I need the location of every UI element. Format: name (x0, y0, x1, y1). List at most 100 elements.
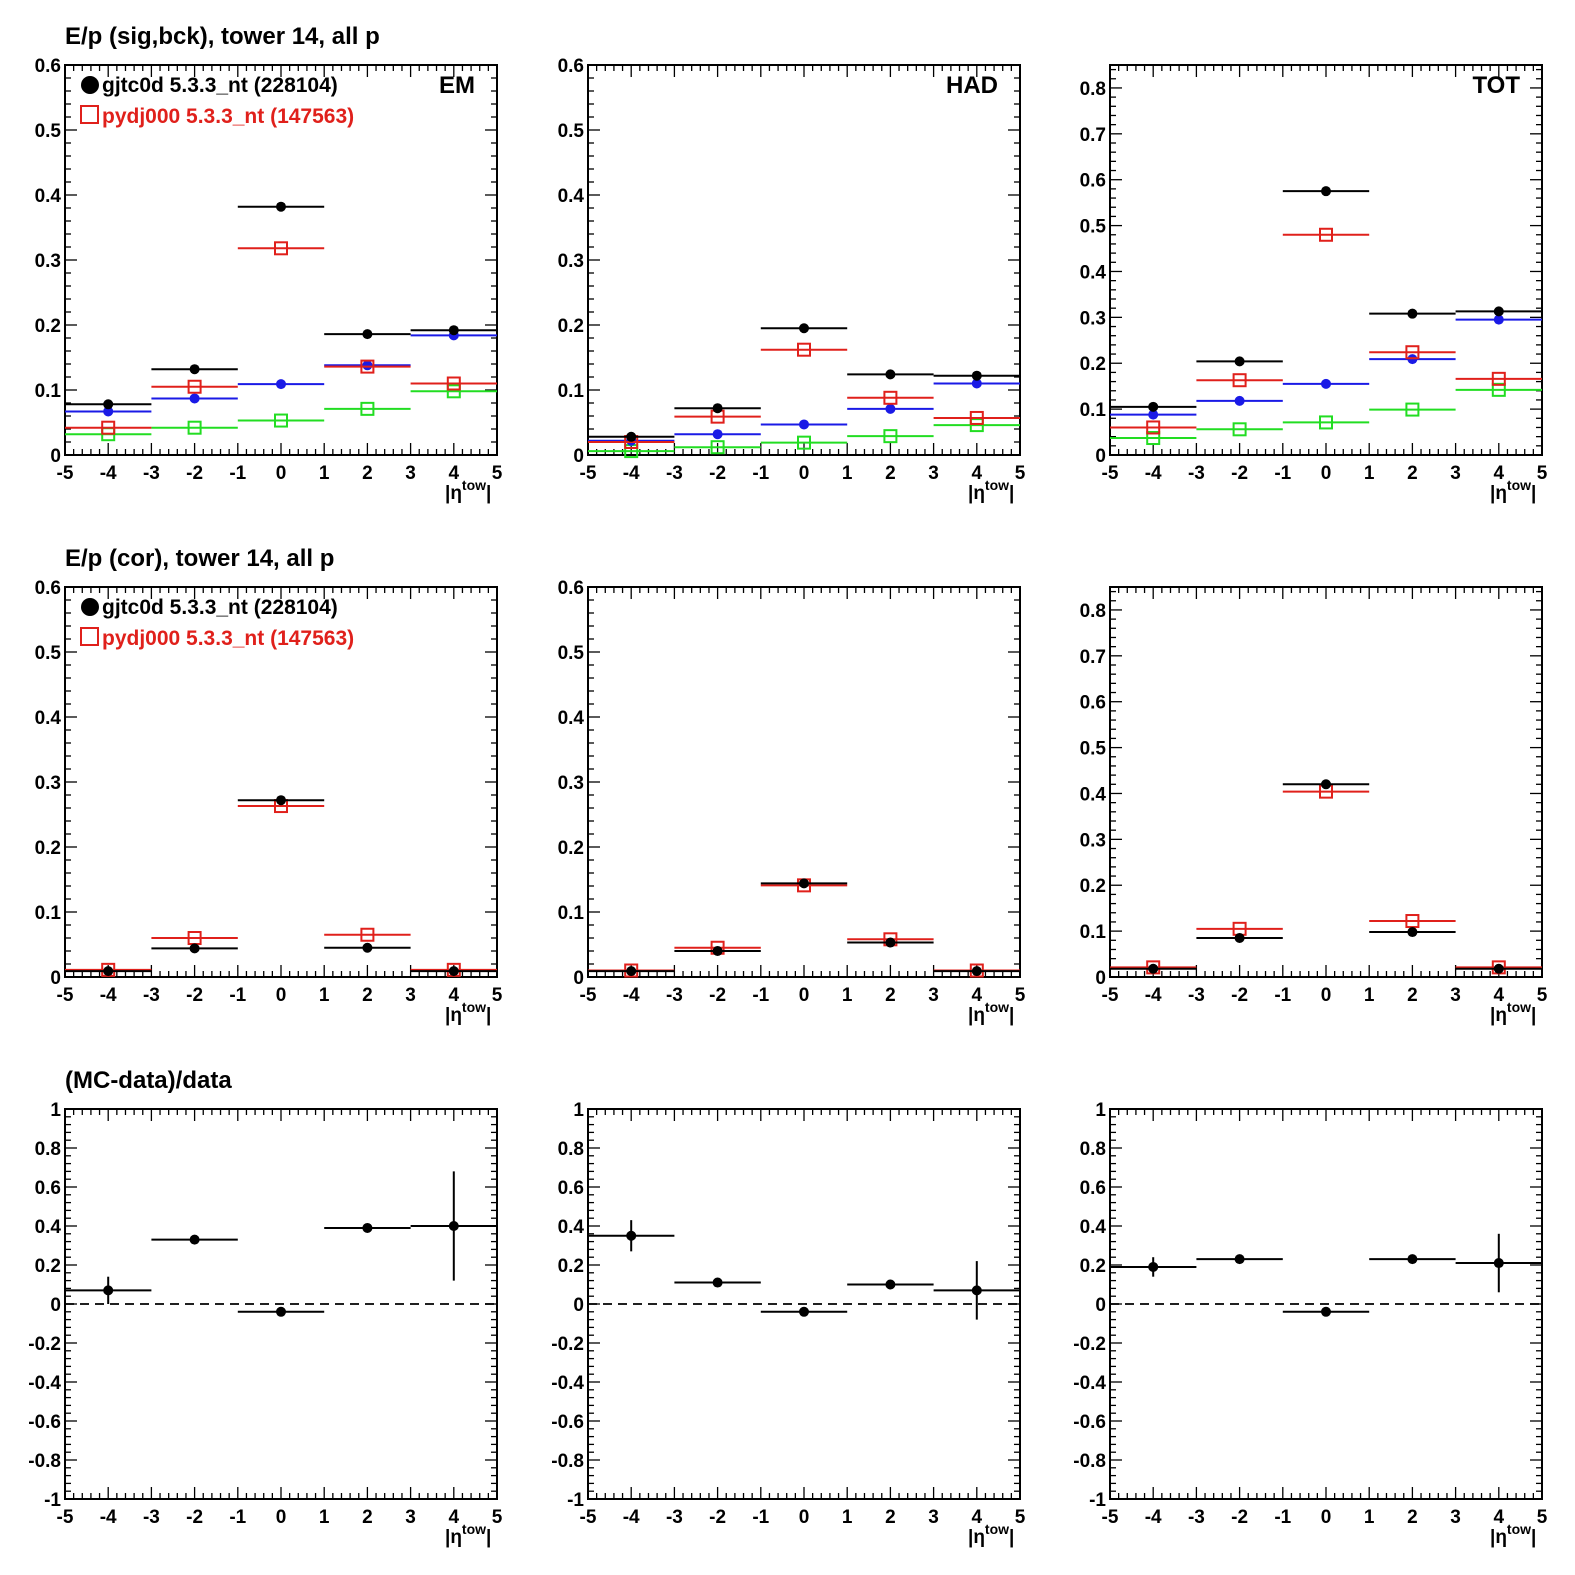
legend-mc-label: pydj000 5.3.3_nt (147563) (102, 627, 354, 650)
x-axis-label-main: |η (445, 483, 462, 504)
x-axis-label-main: |η (968, 1527, 985, 1548)
data-point (1148, 1261, 1159, 1272)
x-tick-label: 4 (972, 1507, 983, 1528)
y-tick-label: -0.8 (551, 1451, 584, 1472)
y-tick-label: 0.6 (1080, 1178, 1106, 1199)
x-tick-label: -3 (666, 1507, 683, 1528)
data-point (885, 369, 896, 380)
legend-mc-marker (80, 105, 99, 124)
data-point (799, 419, 809, 430)
data-point (1321, 1306, 1331, 1317)
series-green (588, 418, 1020, 459)
x-tick-label: 0 (276, 1507, 287, 1528)
legend-data-label: gjtc0d 5.3.3_nt (228104) (102, 74, 338, 97)
data-point (360, 359, 375, 374)
series-black (588, 878, 1020, 977)
x-tick-label: -4 (623, 463, 640, 484)
x-tick-label: 0 (799, 463, 810, 484)
panel-3-2: -5 -4 -3 -2 -1 0 1 2 3 4 5 -1 -0.8 -0.6 -0.4 -0.2 0 0.2 0.… (551, 1100, 1025, 1548)
plot-frame (587, 64, 1021, 456)
data-point (1232, 422, 1247, 437)
x-tick-label: 1 (319, 985, 330, 1006)
data-point (446, 376, 461, 391)
x-axis-label-main: |η (1490, 1527, 1507, 1548)
y-tick-label: 0.1 (1080, 922, 1107, 943)
y-tick-label: -0.8 (1073, 1451, 1106, 1472)
x-tick-label: 0 (1321, 1507, 1332, 1528)
y-tick-label: -0.2 (551, 1334, 584, 1355)
x-axis-label: |ηtow| (968, 477, 1014, 504)
x-axis-label: |ηtow| (445, 999, 491, 1026)
data-point (362, 360, 373, 371)
data-point (276, 379, 286, 390)
y-tick-label: 0.6 (558, 1178, 584, 1199)
data-point (103, 406, 114, 417)
data-point (189, 943, 200, 954)
x-tick-label: 5 (1015, 1507, 1026, 1528)
data-point (712, 946, 723, 956)
y-tick-label: -0.4 (1073, 1373, 1106, 1394)
legend-data-marker (81, 76, 99, 94)
y-tick-label: 0.8 (558, 1139, 584, 1160)
x-tick-label: 3 (1450, 1507, 1461, 1528)
x-tick-label: 3 (405, 1507, 416, 1528)
panel-1-2: -5 -4 -3 -2 -1 0 1 2 3 4 5 0 0.1 0.2 0.3 0.4 0.5 0.6 |ηtow… (558, 56, 1026, 504)
data-point (712, 429, 723, 440)
y-tick-label: 0.4 (558, 186, 585, 207)
x-tick-label: -3 (1188, 463, 1205, 484)
row-title-2: E/p (cor), tower 14, all p (65, 545, 334, 572)
data-point (1234, 395, 1245, 406)
data-point (883, 390, 898, 405)
x-tick-label: -3 (1188, 1507, 1205, 1528)
series-black (65, 1171, 497, 1317)
data-point (276, 795, 286, 806)
data-point (1321, 186, 1331, 197)
x-tick-label: -1 (229, 1507, 246, 1528)
x-tick-label: -1 (229, 985, 246, 1006)
x-tick-label: 5 (492, 985, 503, 1006)
y-tick-label: 0.8 (1080, 1139, 1106, 1160)
panel-label: EM (439, 72, 475, 99)
legend-data-label: gjtc0d 5.3.3_nt (228104) (102, 596, 338, 619)
y-tick-label: 0.2 (558, 316, 584, 337)
series-black (588, 323, 1020, 442)
x-axis-label: |ηtow| (1490, 477, 1536, 504)
x-tick-label: 5 (1537, 463, 1548, 484)
x-tick-label: -5 (580, 985, 597, 1006)
y-tick-label: 0.7 (1080, 125, 1106, 146)
x-tick-label: 3 (928, 1507, 939, 1528)
x-tick-label: -2 (186, 463, 203, 484)
x-axis-label: |ηtow| (1490, 1521, 1536, 1548)
x-tick-label: -2 (709, 985, 726, 1006)
y-tick-label: 1 (1095, 1100, 1106, 1121)
y-tick-label: 0.8 (1080, 79, 1106, 100)
row-title-1: E/p (sig,bck), tower 14, all p (65, 23, 380, 50)
x-tick-label: -1 (752, 985, 769, 1006)
y-tick-label: 0.6 (35, 56, 61, 77)
x-tick-label: -5 (1102, 463, 1119, 484)
x-tick-label: 0 (799, 1507, 810, 1528)
data-point (971, 1285, 982, 1296)
x-axis-label-end: | (1531, 1527, 1536, 1548)
y-tick-label: 0.4 (558, 1217, 585, 1238)
data-point (276, 1306, 286, 1317)
series-black (1110, 779, 1542, 974)
y-tick-label: 0.4 (1080, 784, 1107, 805)
y-tick-label: -1 (567, 1490, 584, 1511)
data-point (712, 403, 723, 414)
x-tick-label: 2 (362, 463, 373, 484)
data-point (1148, 963, 1159, 974)
panel-label: TOT (1472, 72, 1520, 99)
x-tick-label: -5 (1102, 1507, 1119, 1528)
x-tick-label: 4 (972, 985, 983, 1006)
data-point (710, 440, 725, 455)
x-tick-label: -5 (57, 463, 74, 484)
series-black (65, 201, 497, 410)
x-tick-label: -1 (752, 1507, 769, 1528)
data-point (883, 429, 898, 444)
y-tick-label: 0.1 (35, 903, 62, 924)
panel-1-3: -5 -4 -3 -2 -1 0 1 2 3 4 5 0 0.1 0.2 0.3 0.4 0.5 0.6 0.7 0.… (1080, 64, 1548, 504)
x-axis-label: |ηtow| (968, 999, 1014, 1026)
x-axis-label-main: |η (445, 1527, 462, 1548)
